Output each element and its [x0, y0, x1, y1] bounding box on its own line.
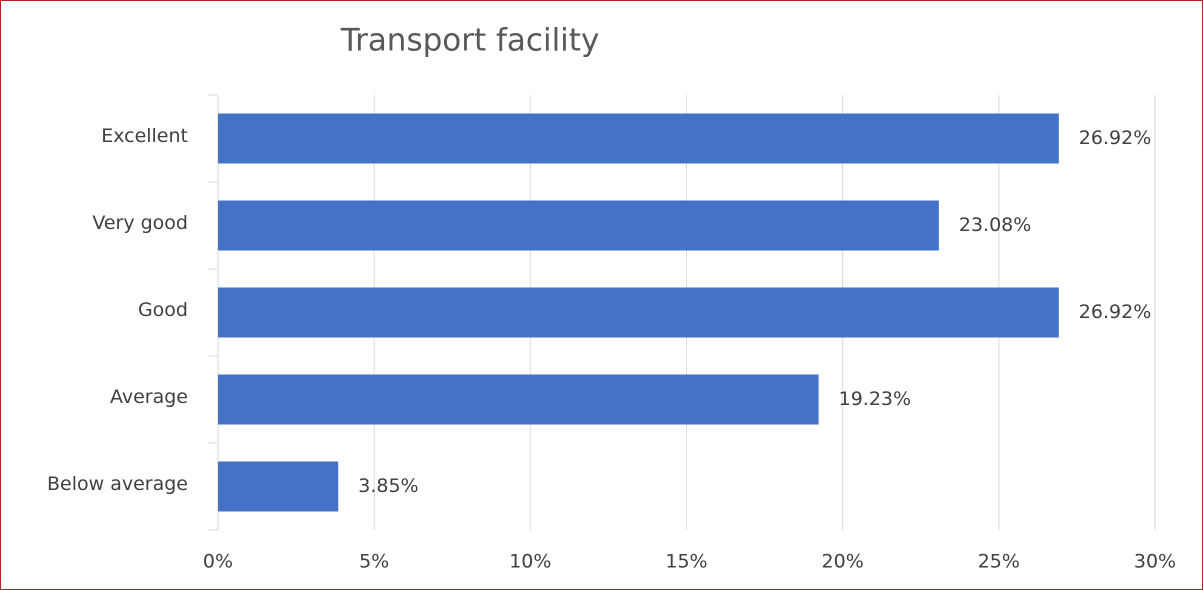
y-tick-label: Excellent — [101, 125, 188, 147]
x-tick-label: 5% — [359, 551, 389, 573]
data-label: 26.92% — [1079, 127, 1151, 149]
bar — [218, 113, 1059, 164]
y-tick-label: Very good — [92, 212, 188, 234]
y-tick-label: Average — [110, 386, 188, 408]
bar — [218, 200, 939, 251]
chart-title: Transport facility — [340, 23, 600, 59]
x-tick-label: 0% — [203, 551, 233, 573]
data-label: 23.08% — [959, 214, 1031, 236]
data-label: 26.92% — [1079, 301, 1151, 323]
x-tick-label: 20% — [822, 551, 864, 573]
x-tick-label: 30% — [1134, 551, 1176, 573]
bar — [218, 287, 1059, 338]
x-tick-label: 25% — [978, 551, 1020, 573]
bar — [218, 461, 339, 512]
x-tick-label: 15% — [665, 551, 707, 573]
bar — [218, 374, 819, 425]
y-tick-label: Below average — [47, 473, 188, 495]
y-tick-label: Good — [138, 299, 188, 321]
data-label: 19.23% — [839, 388, 911, 410]
x-tick-label: 10% — [509, 551, 551, 573]
data-label: 3.85% — [358, 475, 418, 497]
